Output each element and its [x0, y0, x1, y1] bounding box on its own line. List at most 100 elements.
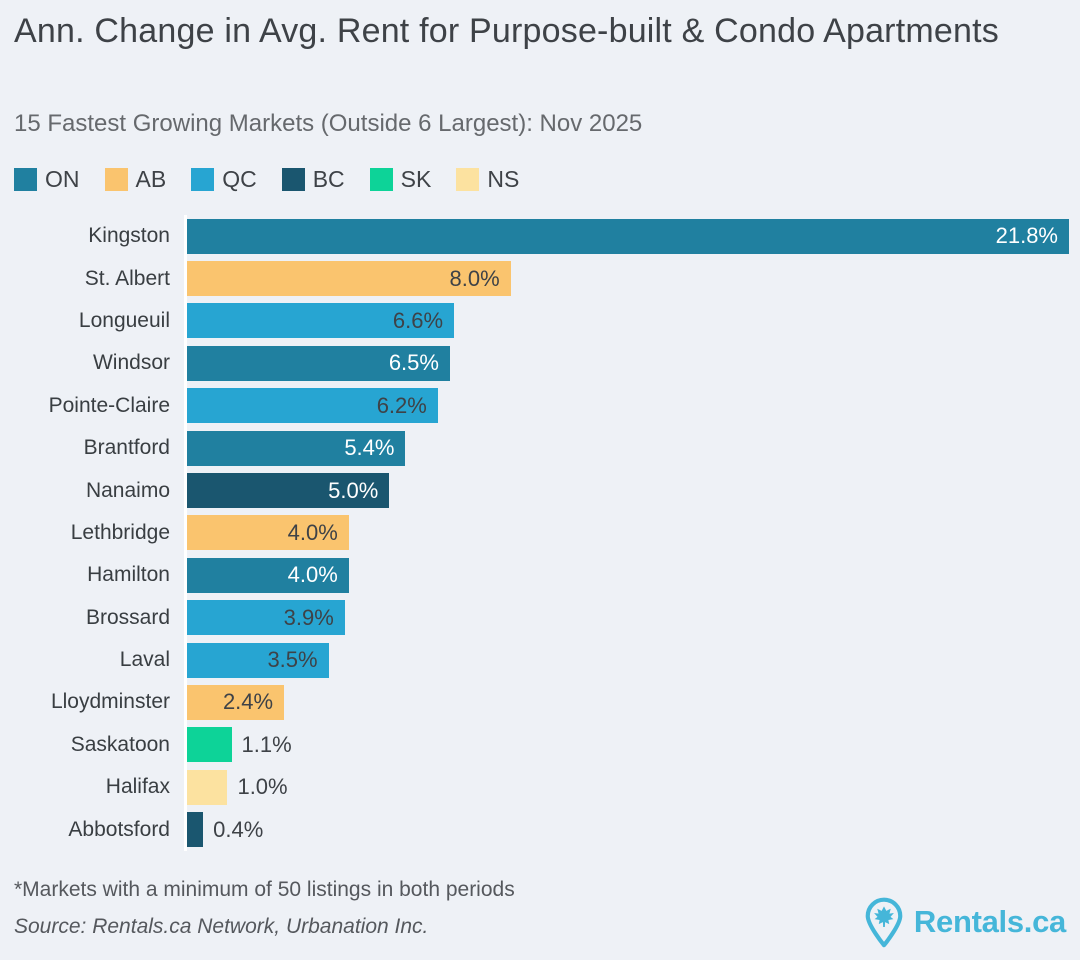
bar-row: Brantford 5.4%: [14, 426, 1069, 470]
legend-swatch: [456, 168, 480, 191]
market-label: Lloydminster: [50, 690, 170, 714]
value-label: 5.4%: [344, 435, 395, 461]
plot-area: 1.0%: [184, 766, 1069, 809]
legend-swatch: [281, 168, 305, 191]
bar-brantford: 5.4%: [187, 430, 406, 466]
market-label: Nanaimo: [85, 478, 170, 502]
page-subtitle: 15 Fastest Growing Markets (Outside 6 La…: [14, 110, 643, 137]
bar-st-albert: 8.0%: [187, 261, 511, 297]
bar-chart: Kingston 21.8% St. Albert 8.0% Longueuil 6.6%…: [14, 215, 1069, 851]
legend-item-sk: SK: [369, 166, 432, 193]
value-label: 8.0%: [449, 265, 500, 291]
value-label: 3.9%: [283, 604, 334, 630]
plot-area: 6.2%: [184, 384, 1069, 427]
bar-windsor: 6.5%: [187, 345, 450, 381]
legend-item-on: ON: [14, 166, 80, 193]
plot-area: 21.8%: [184, 215, 1069, 258]
value-label: 6.6%: [392, 307, 444, 333]
market-label: Brossard: [85, 605, 170, 629]
bar-row: Hamilton 4.0%: [14, 554, 1069, 597]
legend-swatch: [369, 168, 393, 191]
legend-label: ON: [45, 166, 80, 192]
value-label: 21.8%: [995, 223, 1058, 249]
legend-label: AB: [135, 166, 167, 192]
bar-row: Lethbridge 4.0%: [14, 511, 1069, 555]
bar-hamilton: 4.0%: [187, 557, 349, 593]
legend-label: BC: [312, 166, 345, 192]
plot-area: 4.0%: [184, 554, 1069, 597]
legend-item-qc: QC: [191, 166, 257, 193]
bar-row: Saskatoon 1.1%: [14, 723, 1069, 767]
legend-label: SK: [400, 166, 432, 192]
bar-lloydminster: 2.4%: [187, 684, 285, 720]
bar-abbotsford: [187, 812, 204, 848]
value-label: 1.0%: [237, 774, 288, 800]
market-label: Kingston: [88, 224, 170, 248]
bar-row: Abbotsford 0.4%: [14, 808, 1069, 851]
page-title: Ann. Change in Avg. Rent for Purpose-bui…: [14, 12, 999, 50]
value-label: 4.0%: [287, 562, 338, 588]
plot-area: 3.5%: [184, 638, 1069, 682]
value-label: 6.2%: [376, 392, 427, 418]
legend-label: NS: [487, 166, 520, 192]
value-label: 4.0%: [287, 519, 338, 545]
market-label: Halifax: [105, 775, 170, 799]
legend-item-bc: BC: [281, 166, 345, 193]
plot-area: 4.0%: [184, 511, 1069, 555]
market-label: Windsor: [92, 351, 170, 375]
market-label: Pointe-Claire: [48, 393, 170, 417]
legend-swatch: [14, 168, 37, 191]
bar-row: Longueuil 6.6%: [14, 299, 1069, 343]
legend-label: QC: [222, 166, 257, 192]
bar-lethbridge: 4.0%: [187, 515, 349, 551]
value-label: 3.5%: [267, 647, 318, 673]
bar-row: Halifax 1.0%: [14, 766, 1069, 809]
bar-pointe-claire: 6.2%: [187, 388, 438, 424]
plot-area: 6.6%: [184, 299, 1069, 343]
rentals-logo: Rentals.ca: [861, 896, 1066, 948]
market-label: Brantford: [83, 436, 170, 460]
legend-swatch: [191, 168, 215, 191]
bar-kingston: 21.8%: [187, 218, 1069, 254]
value-label: 1.1%: [241, 731, 292, 757]
plot-area: 5.4%: [184, 426, 1069, 470]
bar-row: Kingston 21.8%: [14, 215, 1069, 258]
market-label: Saskatoon: [70, 732, 170, 756]
bar-row: Nanaimo 5.0%: [14, 469, 1069, 512]
market-label: Hamilton: [87, 563, 170, 587]
legend: ON AB QC BC SK NS: [14, 166, 519, 193]
plot-area: 2.4%: [184, 681, 1069, 724]
footnote: *Markets with a minimum of 50 listings i…: [14, 878, 515, 901]
bar-row: Windsor 6.5%: [14, 342, 1069, 385]
bar-row: Laval 3.5%: [14, 638, 1069, 682]
market-label: Abbotsford: [68, 817, 170, 841]
plot-area: 6.5%: [184, 342, 1069, 385]
bar-longueuil: 6.6%: [187, 303, 455, 339]
market-label: St. Albert: [84, 266, 170, 290]
bar-brossard: 3.9%: [187, 600, 345, 636]
bar-row: St. Albert 8.0%: [14, 257, 1069, 300]
rentals-logo-text: Rentals.ca: [913, 904, 1066, 939]
market-label: Lethbridge: [70, 520, 170, 544]
market-label: Longueuil: [78, 308, 170, 332]
value-label: 6.5%: [388, 350, 439, 376]
plot-area: 3.9%: [184, 596, 1069, 639]
bar-laval: 3.5%: [187, 642, 329, 678]
bar-row: Brossard 3.9%: [14, 596, 1069, 639]
maple-leaf-pin-icon: [861, 896, 907, 948]
legend-swatch: [104, 168, 128, 191]
value-label: 5.0%: [328, 477, 379, 503]
bar-nanaimo: 5.0%: [187, 473, 390, 509]
bar-saskatoon: [187, 727, 232, 763]
plot-area: 5.0%: [184, 469, 1069, 512]
value-label: 2.4%: [222, 689, 274, 715]
value-label: 0.4%: [213, 816, 264, 842]
plot-area: 1.1%: [184, 723, 1069, 767]
bar-row: Pointe-Claire 6.2%: [14, 384, 1069, 427]
source-credit: Source: Rentals.ca Network, Urbanation I…: [14, 915, 429, 938]
market-label: Laval: [119, 648, 170, 672]
legend-item-ns: NS: [456, 166, 519, 193]
bar-halifax: [187, 769, 228, 805]
legend-item-ab: AB: [104, 166, 167, 193]
bar-row: Lloydminster 2.4%: [14, 681, 1069, 724]
